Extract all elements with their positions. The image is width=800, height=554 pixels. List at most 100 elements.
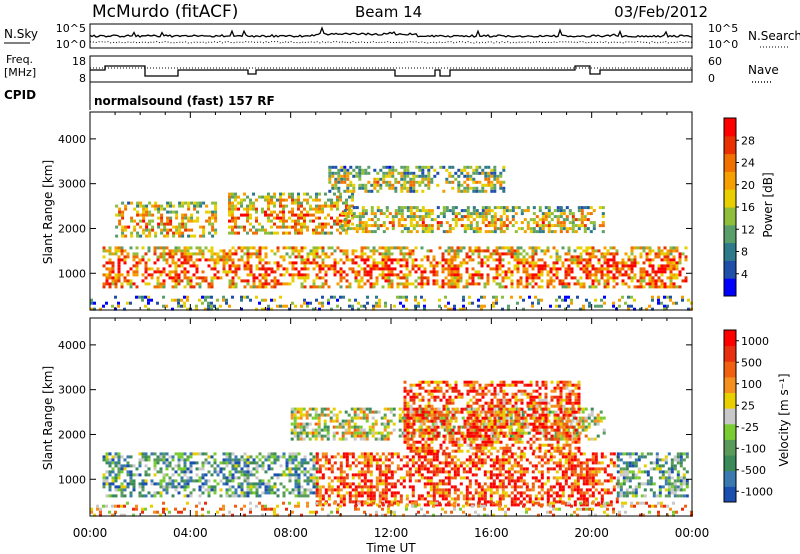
heatmap-cell: [255, 267, 259, 271]
heatmap-cell: [501, 270, 505, 274]
heatmap-cell: [426, 479, 430, 483]
heatmap-cell: [594, 270, 598, 274]
heatmap-cell: [657, 285, 661, 289]
heatmap-cell: [317, 428, 321, 432]
heatmap-cell: [342, 252, 346, 256]
heatmap-cell: [435, 473, 439, 477]
heatmap-cell: [447, 455, 451, 459]
heatmap-cell: [339, 467, 343, 471]
heatmap-cell: [396, 295, 399, 299]
heatmap-cell: [151, 219, 155, 223]
heatmap-cell: [370, 218, 374, 222]
heatmap-cell: [648, 246, 652, 250]
heatmap-cell: [148, 231, 152, 235]
heatmap-cell: [369, 464, 373, 468]
heatmap-cell: [320, 413, 324, 417]
heatmap-cell: [102, 264, 106, 268]
heatmap-cell: [429, 482, 433, 486]
heatmap-cell: [391, 174, 395, 178]
heatmap-cell: [409, 206, 413, 210]
heatmap-cell: [198, 276, 202, 280]
heatmap-cell: [330, 231, 333, 235]
heatmap-cell: [114, 455, 118, 459]
heatmap-cell: [579, 461, 583, 465]
heatmap-cell: [201, 255, 205, 259]
nsky-tick-low: 10^0: [56, 38, 86, 51]
heatmap-cell: [399, 301, 402, 305]
heatmap-cell: [174, 246, 178, 250]
heatmap-cell: [672, 273, 676, 277]
heatmap-cell: [564, 503, 568, 507]
heatmap-cell: [294, 201, 297, 205]
heatmap-cell: [172, 210, 176, 214]
heatmap-cell: [309, 452, 313, 456]
heatmap-cell: [372, 458, 376, 462]
heatmap-cell: [306, 488, 310, 492]
heatmap-cell: [276, 476, 280, 480]
heatmap-cell: [432, 488, 436, 492]
heatmap-cell: [354, 276, 358, 280]
heatmap-cell: [399, 494, 403, 498]
heatmap-cell: [600, 298, 603, 302]
heatmap-cell: [216, 258, 220, 262]
heatmap-cell: [495, 461, 499, 465]
heatmap-cell: [261, 195, 264, 199]
heatmap-cell: [489, 503, 493, 507]
heatmap-cell: [481, 215, 485, 219]
heatmap-cell: [537, 273, 541, 277]
heatmap-cell: [388, 212, 392, 216]
heatmap-cell: [672, 249, 676, 253]
heatmap-cell: [396, 452, 400, 456]
heatmap-cell: [490, 183, 494, 187]
heatmap-cell: [522, 482, 526, 486]
heatmap-cell: [144, 264, 148, 268]
heatmap-cell: [195, 270, 199, 274]
heatmap-cell: [525, 470, 529, 474]
heatmap-cell: [577, 206, 581, 210]
heatmap-cell: [171, 261, 175, 265]
heatmap-cell: [346, 186, 350, 190]
heatmap-cell: [296, 425, 300, 429]
heatmap-cell: [498, 267, 502, 271]
heatmap-cell: [618, 267, 622, 271]
heatmap-cell: [138, 261, 142, 265]
heatmap-cell: [282, 198, 285, 202]
heatmap-cell: [538, 209, 542, 213]
heatmap-cell: [351, 488, 355, 492]
heatmap-cell: [432, 464, 436, 468]
heatmap-cell: [564, 473, 568, 477]
heatmap-cell: [154, 204, 158, 208]
heatmap-cell: [156, 282, 160, 286]
heatmap-cell: [276, 267, 280, 271]
heatmap-cell: [582, 494, 586, 498]
heatmap-cell: [237, 195, 240, 199]
heatmap-cell: [174, 273, 178, 277]
heatmap-cell: [489, 491, 493, 495]
heatmap-cell: [130, 231, 134, 235]
heatmap-cell: [490, 218, 494, 222]
heatmap-cell: [383, 428, 387, 432]
heatmap-cell: [282, 255, 286, 259]
heatmap-cell: [162, 267, 166, 271]
heatmap-cell: [567, 452, 571, 456]
heatmap-cell: [231, 461, 235, 465]
heatmap-cell: [276, 213, 279, 217]
heatmap-cell: [237, 201, 240, 205]
heatmap-cell: [357, 282, 361, 286]
heatmap-cell: [183, 482, 187, 486]
heatmap-cell: [156, 276, 160, 280]
heatmap-cell: [546, 500, 550, 504]
heatmap-cell: [547, 224, 551, 228]
heatmap-cell: [516, 470, 520, 474]
heatmap-cell: [150, 298, 153, 302]
heatmap-cell: [540, 270, 544, 274]
heatmap-cell: [144, 470, 148, 474]
heatmap-cell: [484, 174, 488, 178]
heatmap-cell: [120, 470, 124, 474]
heatmap-cell: [654, 279, 658, 283]
heatmap-cell: [427, 215, 431, 219]
heatmap-cell: [427, 212, 431, 216]
heatmap-cell: [306, 252, 310, 256]
heatmap-cell: [567, 461, 571, 465]
heatmap-cell: [213, 261, 217, 265]
